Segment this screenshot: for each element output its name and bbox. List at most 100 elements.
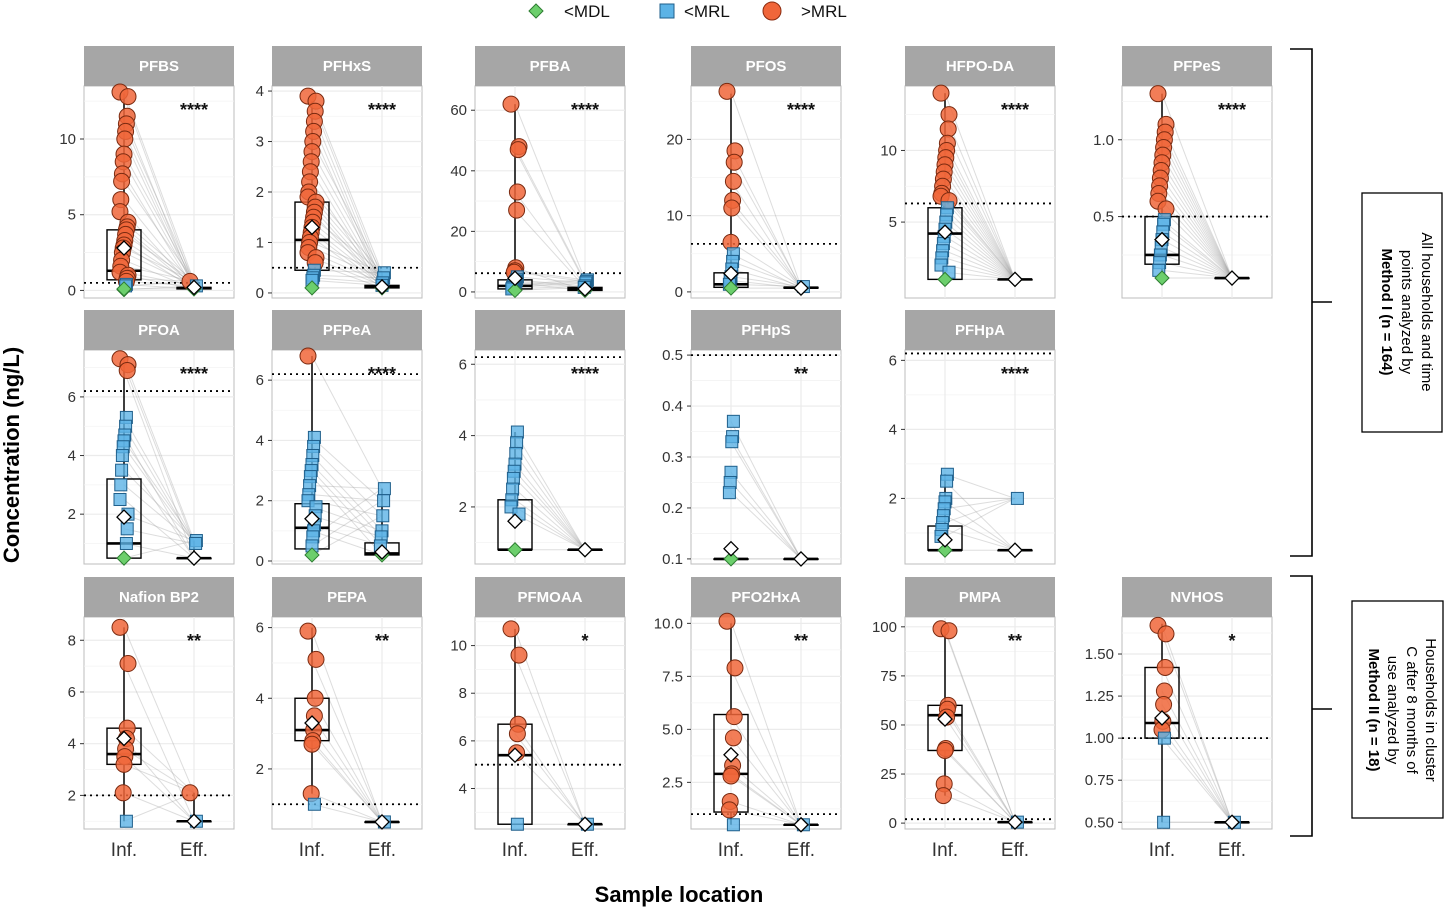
y-tick-label: 0 bbox=[256, 285, 264, 302]
pair-line bbox=[730, 667, 802, 825]
pair-line bbox=[123, 91, 195, 282]
pair-line bbox=[311, 131, 383, 289]
panel-strip bbox=[272, 46, 422, 86]
mean-marker bbox=[1007, 271, 1023, 288]
legend-above-label: >MRL bbox=[801, 2, 847, 21]
influent-point-below-mrl bbox=[726, 818, 740, 832]
side-label-method-2: Households in cluster C after 8 months o… bbox=[1351, 600, 1444, 819]
pair-line bbox=[944, 708, 1016, 823]
y-tick-label: 4 bbox=[68, 736, 76, 753]
x-tick-label: Inf. bbox=[1149, 840, 1175, 861]
pair-line bbox=[730, 150, 802, 289]
panel-strip bbox=[272, 310, 422, 350]
influent-point-below-mdl bbox=[723, 551, 739, 567]
pair-line bbox=[944, 705, 1016, 823]
pair-line bbox=[311, 211, 383, 289]
panel-strip bbox=[84, 310, 234, 350]
panel-strip bbox=[1122, 577, 1272, 617]
pair-line bbox=[730, 471, 802, 560]
pair-line bbox=[123, 138, 195, 290]
pair-line bbox=[730, 200, 802, 287]
y-tick-label: 60 bbox=[450, 102, 467, 119]
pair-line bbox=[1161, 254, 1233, 279]
influent-point-below-mrl bbox=[1157, 731, 1171, 745]
panel-background bbox=[83, 349, 235, 565]
y-tick-label: 2 bbox=[889, 490, 897, 507]
pair-line bbox=[944, 235, 1016, 280]
influent-point-above-mrl bbox=[1149, 85, 1167, 103]
legend-mrl-label: <MRL bbox=[684, 2, 730, 21]
y-tick-label: 100 bbox=[872, 619, 897, 636]
pair-line bbox=[123, 280, 195, 287]
pair-line bbox=[944, 200, 1016, 280]
pair-line bbox=[944, 143, 1016, 280]
pair-line bbox=[730, 800, 802, 826]
y-tick-label: 0.4 bbox=[662, 398, 683, 415]
pair-line bbox=[311, 506, 383, 532]
panel-title: PEPA bbox=[327, 589, 367, 606]
pair-line bbox=[123, 446, 195, 544]
influent-point-below-mdl bbox=[507, 282, 523, 299]
y-tick-label: 5 bbox=[68, 207, 76, 224]
significance-label: **** bbox=[1001, 100, 1029, 120]
y-tick-label: 2 bbox=[68, 506, 76, 523]
pair-line bbox=[123, 226, 195, 287]
legend-mdl-diamond bbox=[528, 3, 544, 19]
pair-line bbox=[1161, 154, 1233, 279]
pair-line bbox=[514, 463, 586, 551]
pair-line bbox=[730, 181, 802, 289]
y-tick-label: 10 bbox=[59, 131, 76, 148]
pair-line bbox=[123, 247, 195, 282]
pair-line bbox=[514, 453, 586, 551]
pair-line bbox=[123, 233, 195, 282]
pair-line bbox=[730, 91, 802, 287]
influent-point-above-mrl bbox=[939, 120, 957, 138]
y-tick-label: 6 bbox=[459, 356, 467, 373]
pair-line bbox=[730, 260, 802, 288]
y-tick-label: 2 bbox=[256, 761, 264, 778]
pair-line bbox=[311, 216, 383, 274]
influent-point-above-mrl bbox=[508, 183, 526, 201]
influent-point-below-mrl bbox=[1157, 815, 1171, 829]
panel-strip bbox=[905, 310, 1055, 350]
influent-point-above-mrl bbox=[508, 725, 526, 743]
pair-line bbox=[123, 484, 195, 544]
pair-line bbox=[123, 199, 195, 287]
panel-title: PFHxA bbox=[525, 322, 574, 339]
legend-above-circle bbox=[762, 1, 782, 21]
panel-strip bbox=[475, 577, 625, 617]
pair-line bbox=[311, 446, 383, 517]
influent-point-above-mrl bbox=[502, 95, 520, 113]
panel-strip bbox=[905, 46, 1055, 86]
pair-line bbox=[514, 654, 586, 825]
pair-line bbox=[311, 277, 383, 284]
pair-line bbox=[311, 121, 383, 286]
y-tick-label: 50 bbox=[880, 717, 897, 734]
x-tick-label: Inf. bbox=[299, 840, 325, 861]
panel-title: PMPA bbox=[959, 589, 1001, 606]
pair-line bbox=[311, 698, 383, 823]
panel-pfmoaa: PFMOAA 4 6 8 10 * Inf. Eff. bbox=[450, 577, 626, 861]
y-tick-label: 75 bbox=[880, 668, 897, 685]
pair-line bbox=[311, 494, 383, 502]
pair-line bbox=[123, 285, 195, 291]
significance-label: **** bbox=[368, 100, 396, 120]
y-tick-label: 25 bbox=[880, 766, 897, 783]
pair-line bbox=[944, 628, 1016, 823]
pair-line bbox=[730, 441, 802, 560]
pair-line bbox=[944, 783, 1016, 823]
pair-line bbox=[311, 111, 383, 284]
pair-line bbox=[123, 756, 195, 822]
pair-line bbox=[514, 267, 586, 291]
pair-line bbox=[514, 149, 586, 284]
pair-line bbox=[730, 207, 802, 289]
significance-label: * bbox=[581, 631, 588, 651]
y-tick-label: 1 bbox=[256, 234, 264, 251]
pair-line bbox=[730, 482, 802, 560]
significance-label: **** bbox=[1218, 100, 1246, 120]
mean-marker bbox=[723, 746, 739, 763]
pair-line bbox=[514, 752, 586, 825]
pair-line bbox=[944, 250, 1016, 280]
pair-line bbox=[311, 95, 383, 273]
